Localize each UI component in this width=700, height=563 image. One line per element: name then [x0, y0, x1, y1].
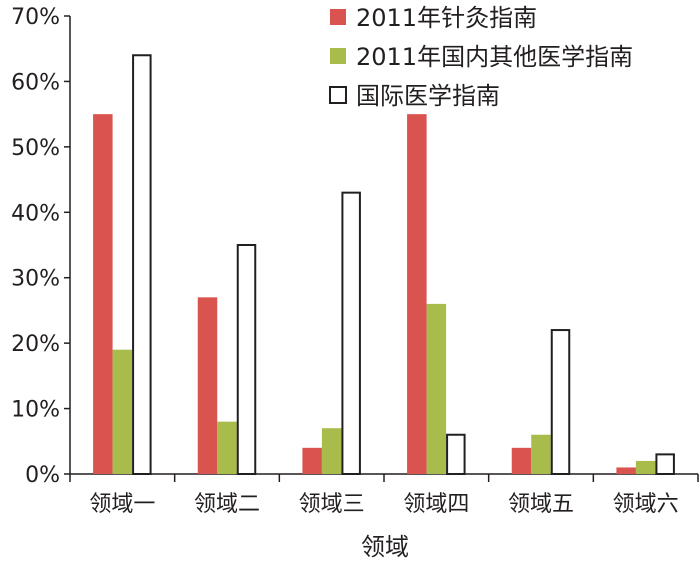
bar-series-1-领域五	[511, 447, 532, 474]
bar-series-1-领域二	[197, 297, 218, 474]
bar-series-1-领域六	[616, 467, 636, 474]
category-label: 领域三	[299, 492, 365, 517]
legend-swatch-3	[329, 86, 347, 104]
bar-series-2-领域六	[635, 460, 656, 474]
category-label: 领域五	[508, 492, 574, 517]
y-tick-label: 50%	[11, 136, 60, 161]
bar-series-3-领域六	[655, 453, 675, 475]
bar-series-3-领域五	[550, 329, 571, 475]
category-labels: 领域一 领域二 领域三 领域四 领域五 领域六	[89, 492, 678, 517]
bar-series-1-领域一	[93, 114, 113, 475]
bar-series-2-领域一	[112, 349, 133, 474]
x-axis	[69, 473, 699, 482]
y-tick-label: 20%	[11, 332, 60, 357]
bar-series-2-领域五	[531, 434, 551, 474]
y-tick-label: 0%	[25, 463, 60, 488]
bar-series-1-领域四	[407, 114, 427, 475]
y-tick-label: 30%	[11, 267, 60, 292]
bar-series-2-领域四	[426, 303, 447, 474]
bar-series-3-领域三	[341, 191, 361, 476]
bar-series-2-领域三	[321, 428, 342, 474]
legend-swatch-1	[330, 9, 346, 25]
bar-series-3-领域一	[132, 54, 152, 475]
y-tick-label: 40%	[11, 201, 60, 226]
bar-series-2-领域二	[217, 421, 237, 474]
y-axis: 0% 10% 20% 30% 40% 50% 60% 70%	[11, 5, 71, 488]
bars	[93, 54, 675, 476]
y-tick-label: 10%	[11, 398, 60, 423]
category-label: 领域二	[194, 492, 260, 517]
bar-series-3-领域二	[236, 244, 257, 475]
y-tick-label: 60%	[11, 70, 60, 95]
x-axis-title: 领域	[361, 533, 409, 561]
y-tick-label: 70%	[11, 5, 60, 30]
category-label: 领域一	[89, 492, 155, 517]
category-label: 领域六	[613, 492, 679, 517]
legend-label-2: 2011年国内其他医学指南	[356, 43, 633, 71]
bar-series-3-领域四	[446, 433, 466, 475]
category-label: 领域四	[403, 492, 469, 517]
legend-label-1: 2011年针灸指南	[356, 4, 537, 32]
bar-series-1-领域三	[302, 447, 322, 474]
legend-label-3: 国际医学指南	[356, 82, 500, 110]
legend-swatch-2	[330, 48, 346, 64]
